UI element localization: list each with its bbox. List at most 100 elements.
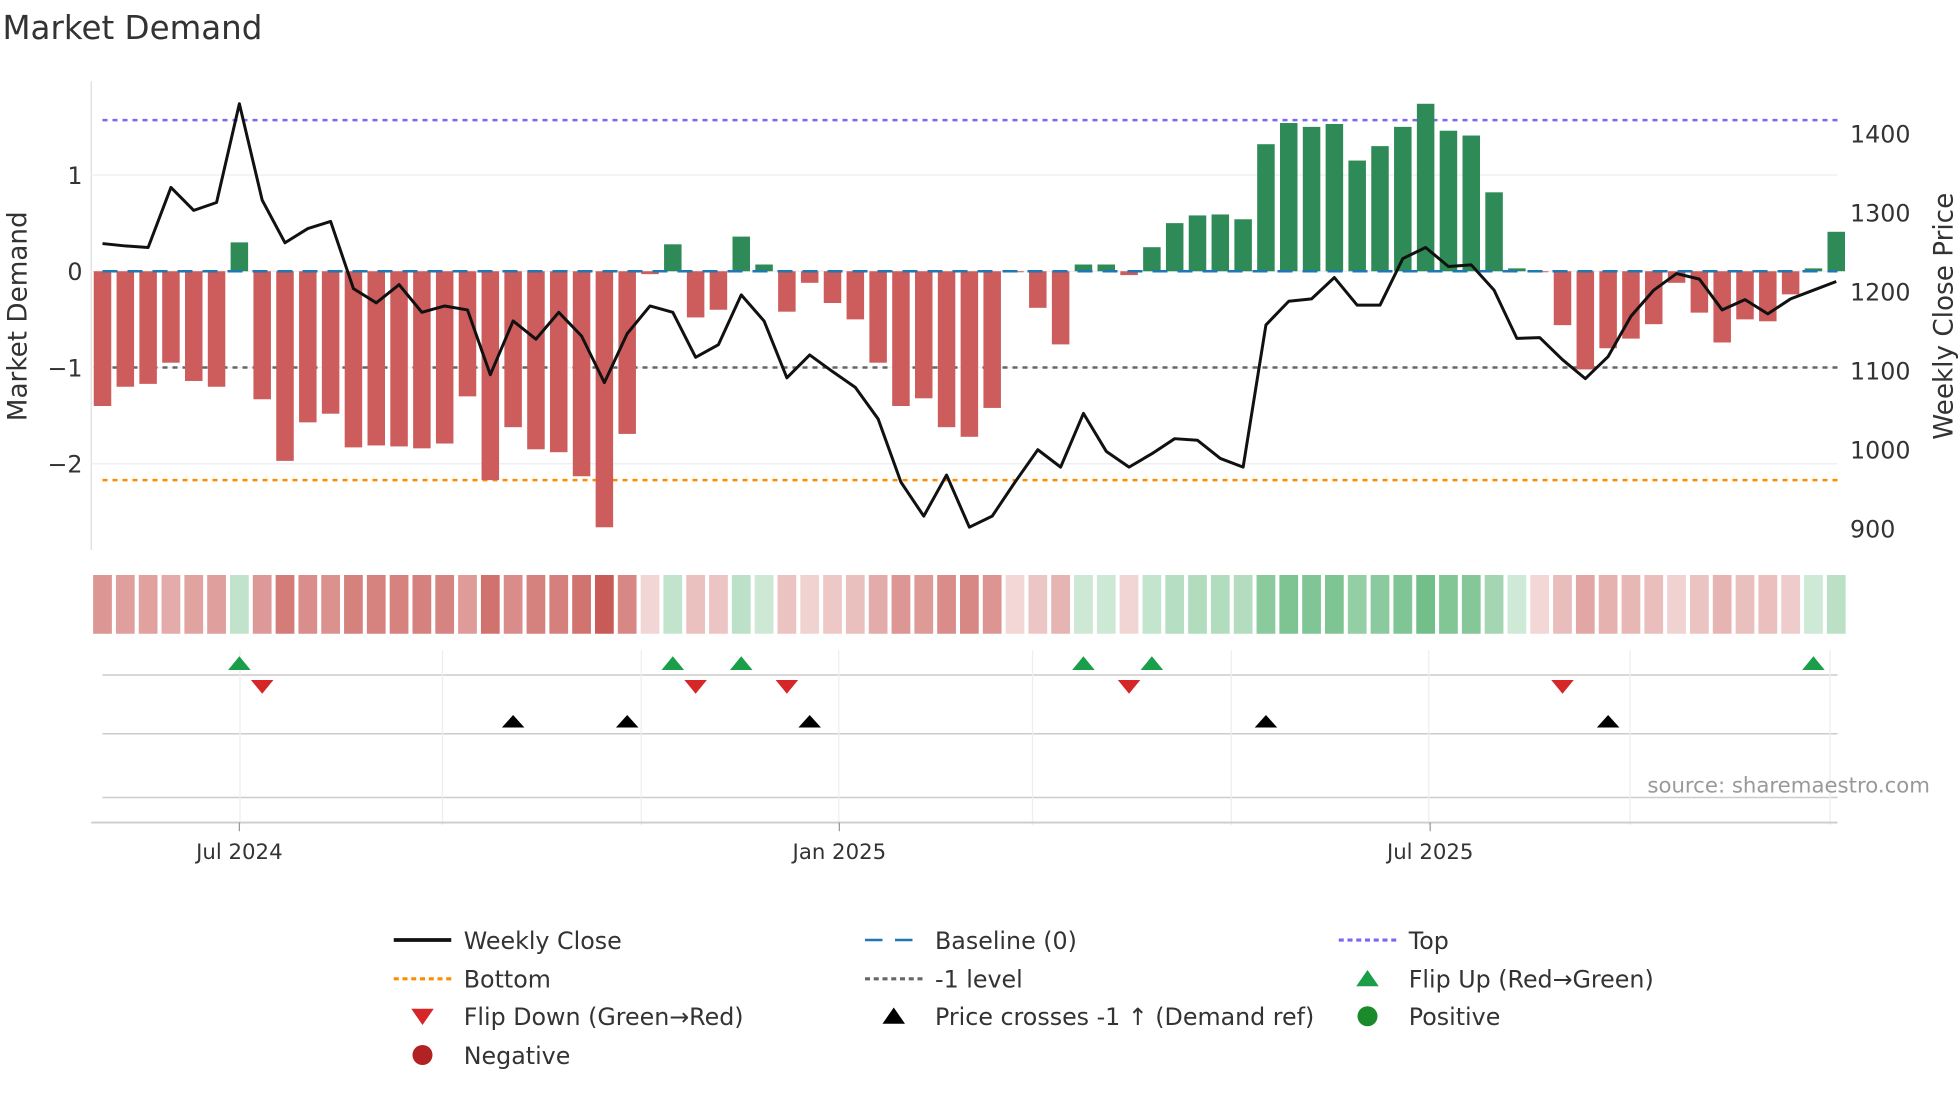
flip-up-marker [1802,656,1825,670]
y2-tick-label: 900 [1850,516,1895,544]
heat-cell [1644,575,1664,634]
demand-bar [139,271,157,384]
heat-cell [1096,575,1116,634]
legend-item-negative: Negative [412,1042,570,1070]
weekly-close-polyline [102,102,1837,529]
y-tick-label: 0 [67,258,82,286]
demand-bar [1074,264,1093,272]
heat-cell [960,575,979,634]
heat-cell [1325,575,1344,634]
demand-bar [185,271,203,381]
demand-bar [207,271,226,387]
heat-cell [184,575,204,634]
heat-cell [412,575,432,634]
demand-bar [983,271,1001,408]
legend-item-weekly-close: Weekly Close [393,927,622,955]
legend-triangle-down-icon [411,1008,434,1025]
demand-bar [960,271,979,437]
y2-axis-label: Weekly Close Price [1930,193,1960,440]
heat-cell [1051,575,1070,634]
legend-label: -1 level [935,966,1023,994]
x-tick-label: Jan 2025 [791,840,887,865]
demand-bar [892,271,910,406]
demand-bar [1394,126,1412,272]
demand-bar [1781,271,1800,295]
y-tick-label: −1 [47,354,82,382]
demand-bar [1508,268,1526,272]
demand-bar [709,271,728,310]
legend-label: Baseline (0) [935,927,1077,955]
y-axis-ticks: 1 0 −1 −2 1400 1300 1200 1100 1000 900 [47,121,1910,544]
heat-cell [115,575,135,634]
demand-bar [1302,126,1321,272]
demand-bar [1553,271,1572,326]
legend-label: Top [1408,927,1449,955]
legend: Weekly Close Baseline (0) Top Bottom -1 leve… [393,927,1654,1070]
heat-cell [914,575,934,634]
demand-bar [869,271,887,363]
demand-bar [1462,135,1480,272]
demand-bar [1257,144,1275,272]
y2-tick-label: 1100 [1850,358,1910,386]
heat-cell [1233,575,1253,634]
heat-cell [1074,575,1093,634]
demand-heat-strip [93,575,1846,634]
demand-bar [93,271,112,406]
heat-cell [1210,575,1230,634]
heat-cell [1667,575,1686,634]
demand-bar [1439,130,1458,272]
demand-bar [1143,247,1161,272]
demand-bar [344,271,363,448]
heat-cell [161,575,181,634]
demand-bar [686,271,705,318]
flip-up-marker [1140,656,1164,670]
legend-label: Weekly Close [464,927,622,955]
legend-circle-icon [1357,1006,1378,1027]
demand-bar [321,271,340,414]
heat-cell [321,575,340,634]
y2-tick-label: 1200 [1850,279,1910,307]
heat-cell [1028,575,1048,634]
flip-up-marker [1072,656,1095,670]
heat-cell [823,575,842,634]
heat-cell [93,575,112,634]
flip-down-marker [775,680,799,694]
heat-cell [526,575,546,634]
legend-triangle-up-icon [882,1007,905,1024]
demand-bar [1827,231,1845,272]
y-tick-label: 1 [67,162,82,190]
demand-bar [299,271,317,423]
heat-cell [1439,575,1458,634]
flip-down-marker [684,680,707,694]
heat-cell [252,575,272,634]
heat-cell [868,575,888,634]
heat-cell [891,575,911,634]
heat-cell [640,575,660,634]
demand-bar [778,271,796,312]
flip-down-marker [250,680,274,694]
heat-cell [1735,575,1755,634]
demand-bar [1759,271,1777,322]
heat-cell [572,575,591,634]
x-tick-label: Jul 2025 [1385,840,1473,865]
heat-cell [1165,575,1185,634]
legend-item-minus-one: -1 level [865,966,1023,994]
heat-cell [731,575,751,634]
flip-down-marker [1551,680,1574,694]
price-cross-marker [501,715,525,728]
heat-cell [366,575,386,634]
heat-cell [937,575,956,634]
y2-tick-label: 1400 [1850,121,1910,149]
demand-bar [435,271,454,444]
demand-bar [1576,271,1595,370]
demand-bar [937,271,956,428]
flip-down-marker [1117,680,1141,694]
heat-cell [1279,575,1299,634]
heat-cell [435,575,455,634]
price-cross-marker [1254,715,1278,728]
heat-cell [344,575,363,634]
heat-cell [230,575,249,634]
legend-label: Price crosses -1 ↑ (Demand ref) [935,1003,1314,1031]
demand-bar [1211,214,1230,272]
